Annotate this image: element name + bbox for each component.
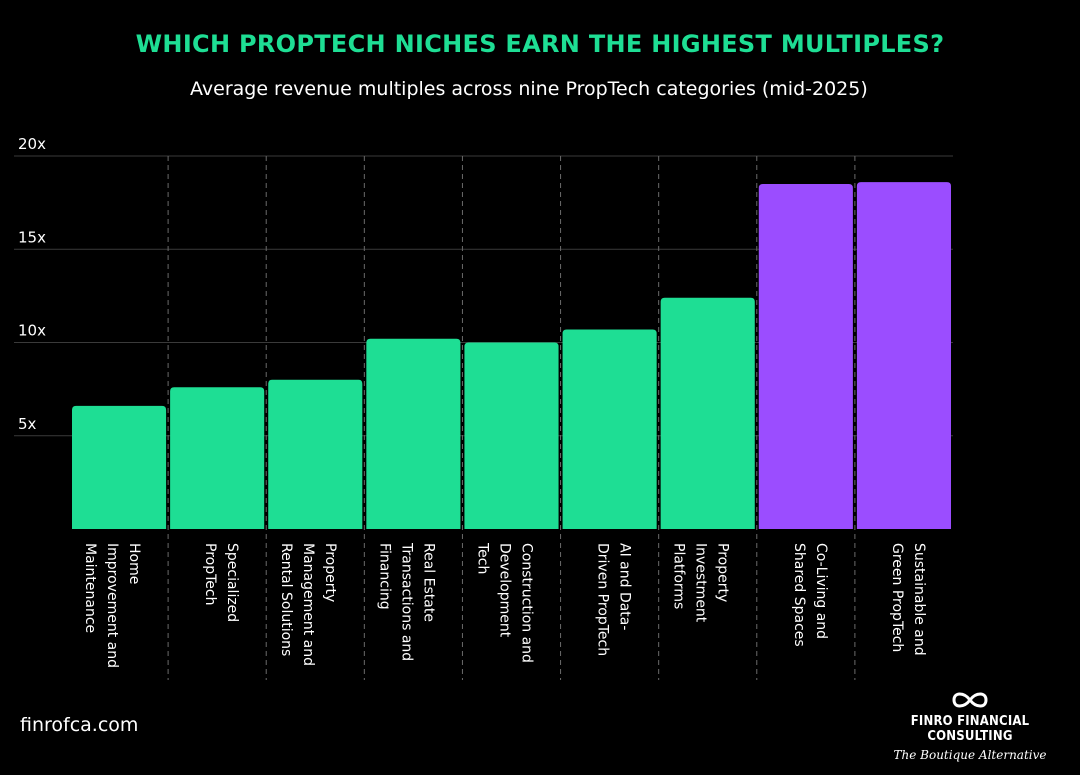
bar-chart: 5x 10x 15x 20x Home Improvement and Maintenanc… [14,135,953,680]
bar [366,338,461,529]
category-label-line: Specialized [224,543,240,622]
bar [268,379,363,529]
category-label-line: Construction and [518,543,534,663]
category-label-line: Shared Spaces [791,543,807,647]
infinity-icon [952,692,988,708]
category-label-line: Financing [376,543,392,610]
category-label-line: Investment [693,543,709,623]
category-label-line: Management and [300,543,316,666]
category-label-line: Driven PropTech [595,543,611,656]
category-label-line: Green PropTech [889,543,905,652]
category-label-line: Real Estate [420,543,436,622]
chart-title: WHICH PROPTECH NICHES EARN THE HIGHEST M… [135,30,945,58]
bar [562,329,657,529]
category-label-line: PropTech [202,543,218,605]
category-label-line: AI and Data- [617,543,633,630]
bar [660,297,755,529]
category-label-line: Co-Living and [813,543,829,639]
website-link[interactable]: finrofca.com [20,714,139,736]
bar [464,342,559,529]
bar [758,183,853,529]
chart-subtitle: Average revenue multiples across nine Pr… [190,78,868,100]
y-tick-label: 20x [18,135,46,153]
category-label-line: Home [126,543,142,584]
bar [72,405,167,529]
category-label-line: Property [322,543,338,602]
category-label-line: Maintenance [82,543,98,633]
y-tick-label: 5x [18,415,37,433]
bar [170,387,265,529]
brand-name: FINRO FINANCIAL CONSULTING [910,714,1030,744]
y-tick-label: 15x [18,228,46,246]
category-label-line: Property [715,543,731,602]
category-label-line: Transactions and [398,542,414,661]
category-label-line: Rental Solutions [278,543,294,656]
category-label-line: Tech [474,542,490,574]
category-label-line: Development [496,543,512,638]
category-label-line: Platforms [671,543,687,609]
category-label-line: Improvement and [104,543,120,668]
bar [856,182,951,530]
y-tick-label: 10x [18,322,46,340]
brand-block: FINRO FINANCIAL CONSULTING The Boutique … [880,690,1060,762]
brand-tagline: The Boutique Alternative [893,748,1047,762]
category-label-line: Sustainable and [911,543,927,656]
